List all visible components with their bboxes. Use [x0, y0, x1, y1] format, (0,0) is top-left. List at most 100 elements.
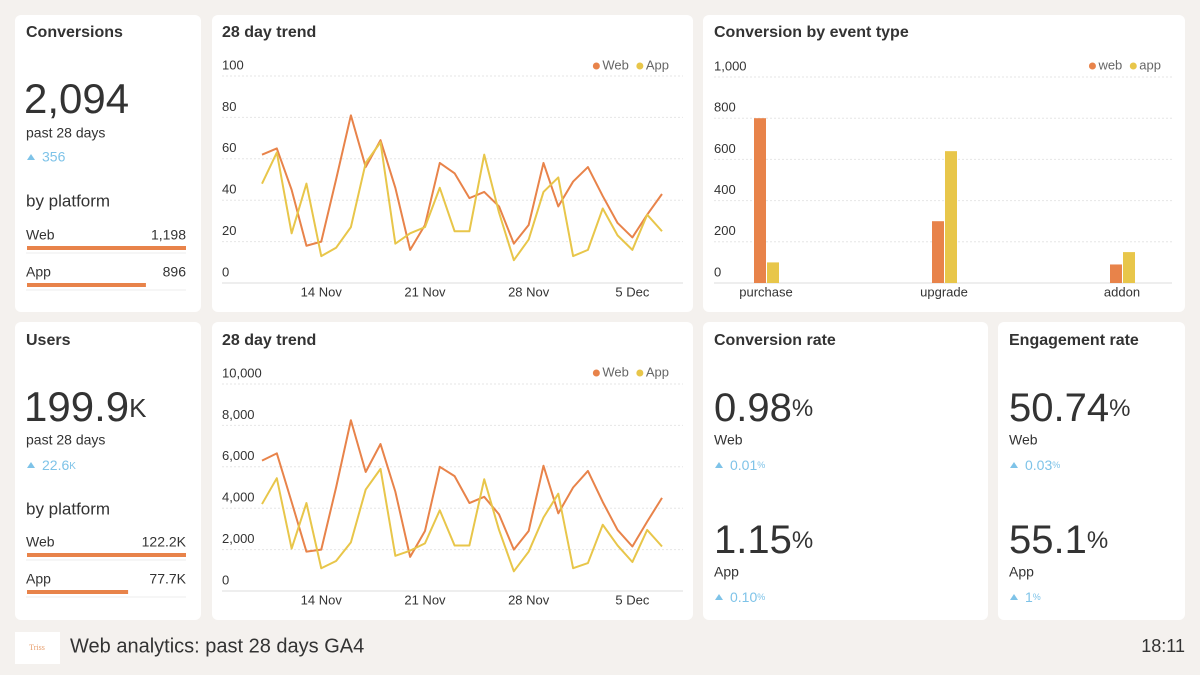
y-tick-label: 800 [714, 100, 736, 115]
delta-unit: K [69, 461, 76, 472]
kpi-delta: 0.10% [730, 589, 765, 605]
y-tick-label: 60 [222, 140, 236, 155]
line-series [261, 467, 663, 573]
kpi-platform: Web [714, 432, 743, 448]
kpi-number: 1.15 [714, 518, 792, 562]
bar [754, 118, 766, 283]
card-title: Conversion rate [714, 332, 836, 349]
y-tick-label: 0 [714, 264, 721, 279]
card [15, 322, 201, 620]
bar [767, 262, 779, 283]
x-tick-label: purchase [739, 284, 792, 299]
card [998, 322, 1185, 620]
card-title: Conversions [26, 24, 123, 41]
legend-swatch [592, 62, 600, 70]
kpi-value: 55.1% [1009, 518, 1108, 562]
platform-name: Web [26, 534, 55, 550]
kpi-unit: % [1109, 395, 1130, 422]
footer-title: Web analytics: past 28 days GA4 [70, 635, 364, 657]
platform-bar [27, 283, 146, 287]
x-tick-label: 14 Nov [301, 592, 343, 607]
section-heading: by platform [26, 499, 110, 518]
card [703, 15, 1185, 312]
delta-unit: % [1052, 460, 1060, 470]
kpi-delta: 356 [42, 149, 66, 165]
x-tick-label: upgrade [920, 284, 968, 299]
y-tick-label: 2,000 [222, 531, 255, 546]
kpi-unit: % [1087, 527, 1108, 554]
x-tick-label: addon [1104, 284, 1140, 299]
delta-number: 22.6 [42, 457, 69, 473]
bar [932, 221, 944, 283]
platform-value: 122.2K [142, 534, 187, 550]
legend-swatch [636, 369, 644, 377]
x-tick-label: 28 Nov [508, 284, 550, 299]
bar [945, 151, 957, 283]
y-tick-label: 80 [222, 99, 236, 114]
legend-swatch [636, 62, 644, 70]
x-tick-label: 21 Nov [404, 592, 446, 607]
card [212, 322, 693, 620]
platform-value: 896 [163, 264, 187, 280]
kpi-platform: App [1009, 564, 1034, 580]
y-tick-label: 1,000 [714, 58, 747, 73]
platform-name: App [26, 264, 51, 280]
platform-value: 77.7K [149, 571, 186, 587]
up-arrow [27, 462, 35, 468]
x-tick-label: 14 Nov [301, 284, 343, 299]
kpi-delta: 0.03% [1025, 457, 1060, 473]
platform-bar [27, 553, 186, 557]
kpi-platform: App [714, 564, 739, 580]
kpi-number: 55.1 [1009, 518, 1087, 562]
kpi-value: 1.15% [714, 518, 813, 562]
chart-title: 28 day trend [222, 24, 316, 41]
kpi-unit: K [129, 393, 147, 423]
delta-number: 1 [1025, 589, 1033, 605]
legend-swatch [1088, 62, 1096, 70]
line-series [261, 419, 663, 558]
delta-number: 0.01 [730, 457, 757, 473]
y-tick-label: 40 [222, 182, 236, 197]
bar [1123, 252, 1135, 283]
legend-label: web [1097, 57, 1122, 72]
x-tick-label: 21 Nov [404, 284, 446, 299]
legend-label: App [646, 364, 669, 379]
y-tick-label: 4,000 [222, 490, 255, 505]
kpi-value: 0.98% [714, 386, 813, 430]
card [212, 15, 693, 312]
y-tick-label: 600 [714, 141, 736, 156]
platform-bar [27, 246, 186, 250]
kpi-number: 0.98 [714, 386, 792, 430]
up-arrow [715, 594, 723, 600]
kpi-platform: Web [1009, 432, 1038, 448]
legend-swatch [592, 369, 600, 377]
legend-label: Web [602, 57, 629, 72]
chart-title: 28 day trend [222, 332, 316, 349]
kpi-unit: % [792, 527, 813, 554]
bar [1110, 264, 1122, 283]
legend-label: app [1139, 57, 1161, 72]
clock: 18:11 [1141, 636, 1185, 656]
line-series [261, 114, 663, 251]
y-tick-label: 0 [222, 264, 229, 279]
kpi-unit: % [792, 395, 813, 422]
delta-unit: % [757, 592, 765, 602]
y-tick-label: 0 [222, 572, 229, 587]
kpi-value: 199.9K [24, 383, 147, 430]
kpi-delta: 1% [1025, 589, 1041, 605]
y-tick-label: 20 [222, 223, 236, 238]
kpi-value: 50.74% [1009, 386, 1130, 430]
platform-bar [27, 590, 129, 594]
section-heading: by platform [26, 191, 110, 210]
y-tick-label: 200 [714, 223, 736, 238]
card [15, 15, 201, 312]
up-arrow [27, 154, 35, 160]
legend-label: App [646, 57, 669, 72]
x-tick-label: 5 Dec [615, 592, 649, 607]
x-tick-label: 28 Nov [508, 592, 550, 607]
y-tick-label: 6,000 [222, 448, 255, 463]
kpi-value: 2,094 [24, 75, 129, 122]
y-tick-label: 8,000 [222, 407, 255, 422]
y-tick-label: 10,000 [222, 365, 262, 380]
